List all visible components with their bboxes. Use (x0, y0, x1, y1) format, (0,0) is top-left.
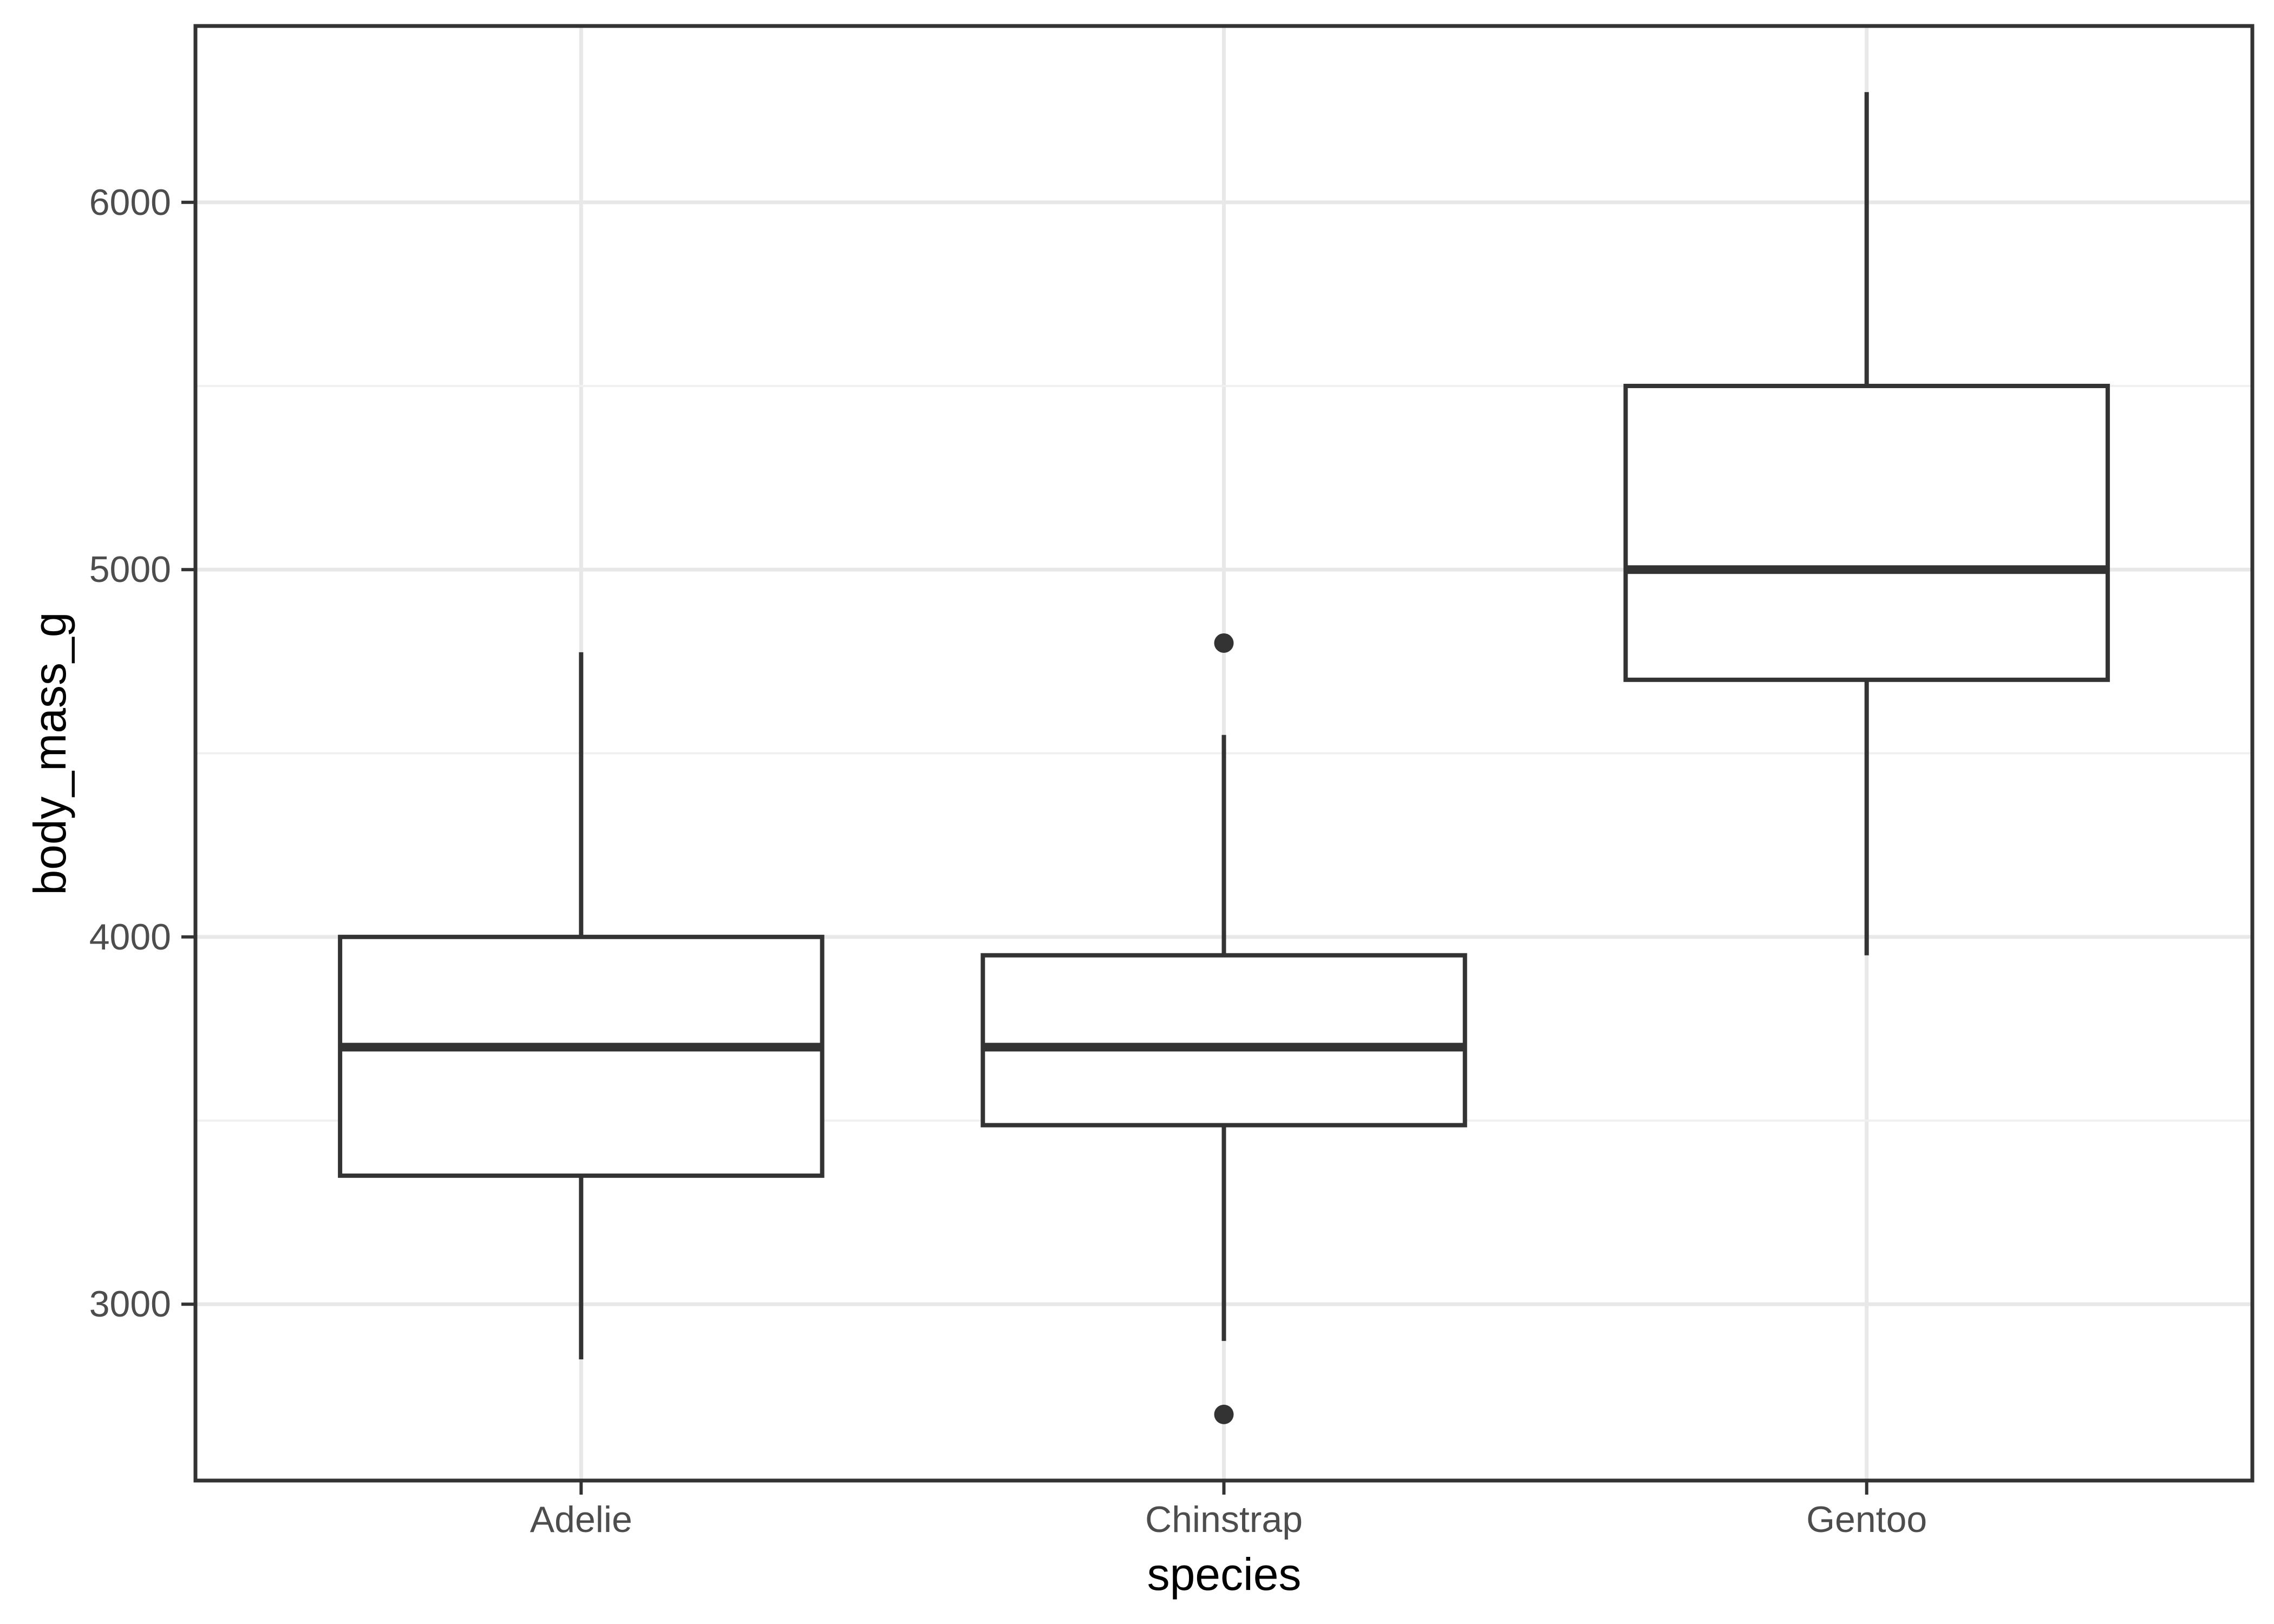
x-tick-label-chinstrap: Chinstrap (1145, 1499, 1303, 1540)
x-tick-label-gentoo: Gentoo (1806, 1499, 1927, 1540)
box-chinstrap (981, 953, 1467, 1128)
y-axis-title: body_mass_g (24, 612, 75, 895)
box-gentoo (1623, 383, 2110, 682)
x-tick-label-adelie: Adelie (530, 1499, 632, 1540)
y-tick-label-3000: 3000 (89, 1284, 171, 1325)
outlier-point-chinstrap-4800 (1214, 633, 1234, 653)
box-adelie (338, 934, 825, 1178)
x-axis-title: species (1147, 1549, 1302, 1600)
outlier-point-chinstrap-2700 (1214, 1404, 1234, 1424)
y-tick-label-5000: 5000 (89, 549, 171, 591)
y-tick-label-6000: 6000 (89, 181, 171, 223)
y-tick-label-4000: 4000 (89, 916, 171, 958)
